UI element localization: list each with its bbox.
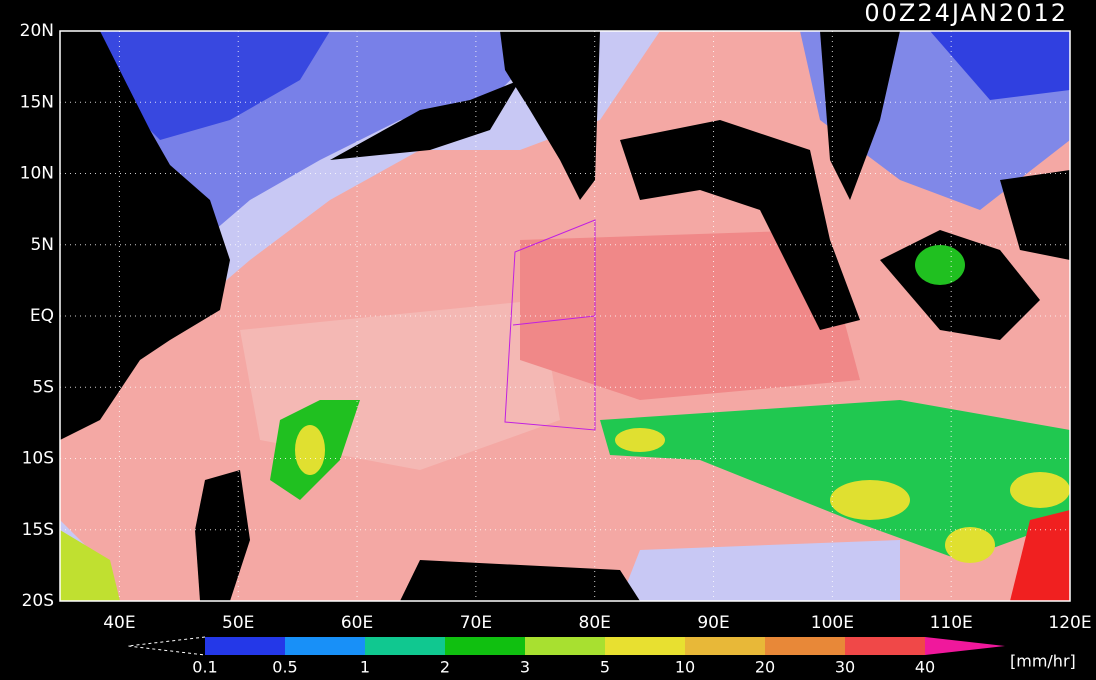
colorbar-label: 30 [835,658,855,677]
light-rain [930,31,1070,100]
lon-label: 70E [460,613,492,633]
colorbar-label: 40 [915,658,935,677]
axes: 20N 15N 10N 5N EQ 5S 10S 15S 20S 40E 50E 60E 70E 80E 9… [20,21,1092,633]
rain-cell [295,425,325,475]
colorbar-label: 5 [600,658,610,677]
colorbar-swatch [845,637,925,655]
colorbar-label: 20 [755,658,775,677]
colorbar-swatch [445,637,525,655]
rain-cell [600,400,1070,560]
land [330,80,520,160]
lat-label: 5N [30,235,54,255]
lat-label: 20N [20,21,54,41]
colorbar-swatch [205,637,285,655]
light-rain [90,31,330,140]
lat-label: 15S [22,520,54,540]
rain-cell [1010,472,1070,508]
colorbar-under [127,636,206,656]
land [820,31,900,200]
colorbar-swatch [285,637,365,655]
lat-label: 5S [32,377,54,397]
lon-label: 60E [341,613,373,633]
colorbar-label: 0.5 [272,658,297,677]
land [60,31,230,440]
colorbar-swatch [525,637,605,655]
land [500,31,600,200]
colorbar-label: 2 [440,658,450,677]
rain-cell [915,245,965,285]
lon-label: 40E [103,613,135,633]
domain-outline [504,219,596,431]
colorbar-label: 3 [520,658,530,677]
lon-label: 110E [930,613,973,633]
colorbar-swatch [685,637,765,655]
colorbar-over [925,637,1005,655]
map-area [59,30,1071,602]
lat-label: 10S [22,449,54,469]
lat-label: EQ [30,306,54,326]
colorbar-label: 1 [360,658,370,677]
land [1000,170,1070,260]
lat-label: 20S [22,591,54,611]
map-title: 00Z24JAN2012 [864,0,1068,27]
lon-label: 50E [222,613,254,633]
rain-cell [1010,510,1070,601]
colorbar-swatch [605,637,685,655]
colorbar-swatch [365,637,445,655]
colorbar-label: 10 [675,658,695,677]
rain-cell [615,428,665,452]
lon-label: 120E [1048,613,1091,633]
rain-cell [830,480,910,520]
heavy-rain [520,230,860,400]
lat-label: 15N [20,92,54,112]
colorbar: 0.1 0.5 1 2 3 5 10 20 30 40 [mm/hr] [127,636,1076,677]
lon-label: 90E [697,613,729,633]
land [195,470,250,601]
lon-label: 100E [811,613,854,633]
lat-label: 10N [20,164,54,184]
rain-cell [60,530,120,601]
lon-label: 80E [579,613,611,633]
colorbar-swatch [765,637,845,655]
land [620,120,860,330]
light-rain [620,540,900,601]
rain-cell [945,527,995,563]
colorbar-label: 0.1 [192,658,217,677]
colorbar-unit: [mm/hr] [1010,652,1076,671]
land [400,560,640,601]
